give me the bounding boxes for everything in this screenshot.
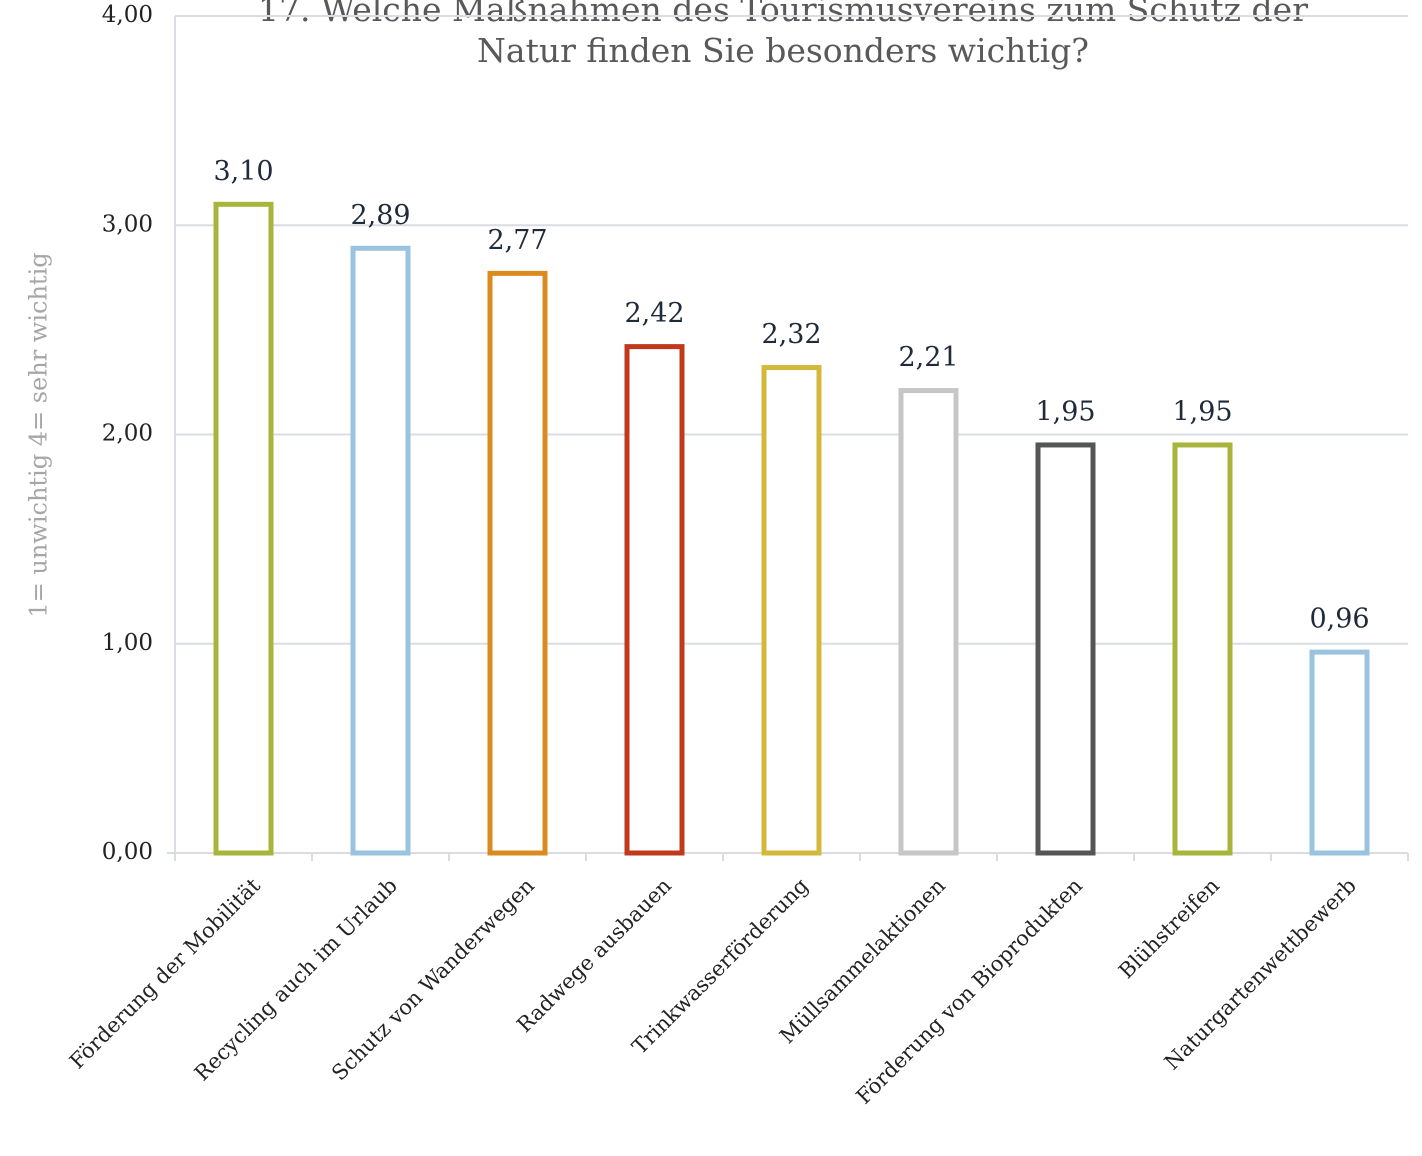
bar	[350, 245, 411, 856]
value-label: 3,10	[213, 156, 273, 187]
y-tick-label: 2,00	[102, 421, 153, 447]
bar	[1172, 442, 1233, 856]
y-tick-label: 0,00	[102, 839, 153, 865]
bar	[1309, 649, 1370, 856]
value-label: 2,21	[898, 342, 958, 373]
bar	[487, 270, 548, 856]
value-label: 2,42	[624, 298, 684, 329]
x-tick-label: Förderung von Bioprodukten	[852, 873, 1087, 1108]
value-label: 2,77	[487, 225, 547, 256]
bar	[898, 388, 959, 856]
bar	[761, 365, 822, 856]
value-label: 2,89	[350, 200, 410, 231]
y-tick-label: 1,00	[102, 630, 153, 656]
value-label: 1,95	[1035, 396, 1095, 427]
chart-title: Natur finden Sie besonders wichtig?	[477, 31, 1089, 70]
y-tick-label: 4,00	[102, 2, 153, 28]
chart-title: 17. Welche Maßnahmen des Tourismusverein…	[258, 0, 1308, 29]
bar	[624, 344, 685, 856]
x-tick-label: Radwege ausbauen	[512, 873, 676, 1037]
value-label: 0,96	[1309, 604, 1369, 635]
bar	[213, 201, 274, 856]
y-axis-label: 1= unwichtig 4= sehr wichtig	[25, 252, 53, 617]
value-label: 1,95	[1172, 396, 1232, 427]
x-tick-label: Blühstreifen	[1114, 873, 1224, 983]
value-label: 2,32	[761, 319, 821, 350]
bar	[1035, 442, 1096, 856]
y-tick-label: 3,00	[102, 211, 153, 237]
